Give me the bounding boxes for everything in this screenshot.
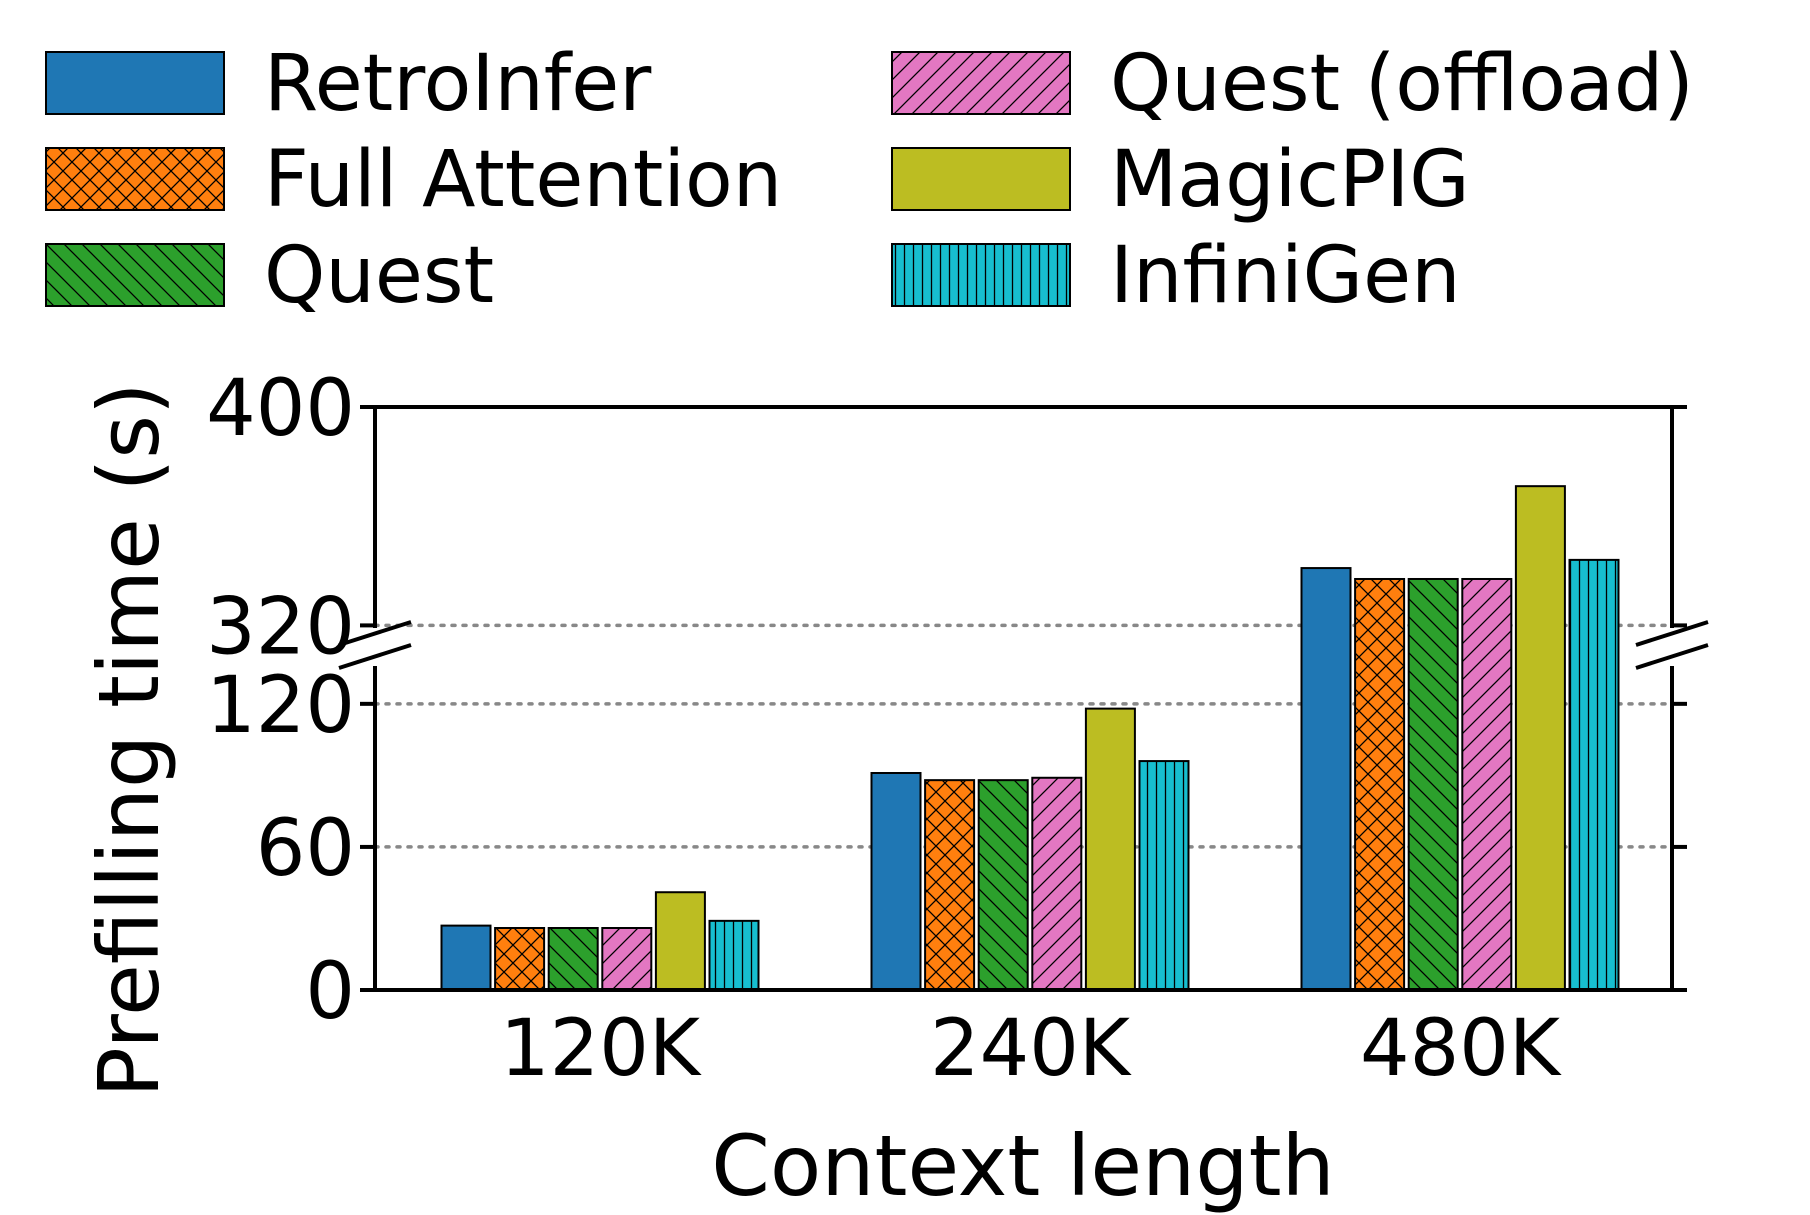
bar	[655, 892, 705, 990]
bar	[1515, 486, 1565, 990]
bar-hatch	[602, 928, 652, 990]
x-axis-title: Context length	[711, 1117, 1335, 1215]
x-tick-label: 120K	[500, 1004, 702, 1094]
bar	[1085, 708, 1135, 990]
legend-label: InfiniGen	[1110, 231, 1461, 321]
y-tick-label: 0	[305, 947, 355, 1037]
y-tick-label: 120	[206, 661, 355, 751]
bar-hatch	[709, 920, 759, 990]
legend-item: Quest (offload)	[891, 39, 1694, 129]
legend-label: Full Attention	[264, 135, 782, 225]
legend-label: RetroInfer	[264, 39, 652, 129]
axis-break-mark	[1635, 620, 1709, 670]
legend-swatch	[46, 52, 224, 114]
bar	[441, 925, 491, 990]
legend-item: Full Attention	[45, 135, 782, 225]
bar-hatch	[978, 780, 1028, 990]
x-tick-label: 240K	[930, 1004, 1132, 1094]
legend-item: MagicPIG	[891, 135, 1470, 225]
bar-hatch	[495, 928, 545, 990]
y-tick-label: 60	[256, 804, 355, 894]
x-tick-label: 480K	[1360, 1004, 1562, 1094]
bar-hatch	[1139, 761, 1189, 990]
bar-hatch	[1408, 578, 1458, 990]
bar-hatch	[1032, 777, 1082, 990]
axis-break-mark	[338, 620, 412, 670]
plot-frame	[338, 405, 1709, 992]
legend-swatch	[892, 148, 1070, 210]
bar	[1301, 568, 1351, 990]
legend-label: Quest (offload)	[1110, 39, 1694, 129]
bar-hatch	[1569, 559, 1619, 990]
y-tick-label: 400	[206, 364, 355, 454]
bar-hatch	[548, 928, 598, 990]
legend-item: Quest	[45, 231, 494, 321]
axes-border	[373, 405, 1674, 992]
legend-label: Quest	[264, 231, 494, 321]
y-axis-title: Prefilling time (s)	[80, 382, 178, 1098]
x-axis-ticks: 120K 240K 480K	[500, 1004, 1562, 1094]
bar-hatch	[1355, 578, 1405, 990]
y-tick-label: 320	[206, 582, 355, 672]
bar-hatch	[1462, 578, 1512, 990]
legend-item: InfiniGen	[891, 231, 1461, 321]
bars	[440, 485, 1620, 992]
bar-hatch	[925, 780, 975, 990]
legend-label: MagicPIG	[1110, 135, 1470, 225]
legend-item: RetroInfer	[45, 39, 652, 129]
bar	[871, 773, 921, 990]
